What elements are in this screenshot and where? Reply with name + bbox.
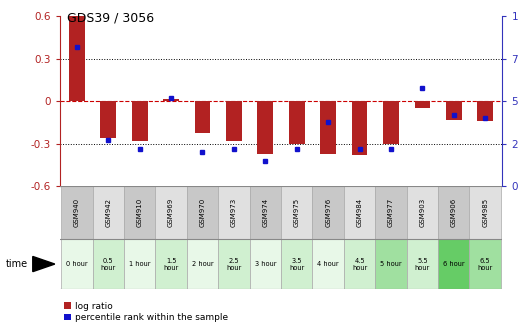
Text: 1.5
hour: 1.5 hour xyxy=(164,258,179,270)
Text: GSM984: GSM984 xyxy=(356,198,363,227)
Text: GSM942: GSM942 xyxy=(105,198,111,227)
Bar xyxy=(469,186,501,239)
Text: 5 hour: 5 hour xyxy=(380,261,402,267)
Text: 6 hour: 6 hour xyxy=(443,261,465,267)
Bar xyxy=(352,101,367,155)
Bar xyxy=(375,186,407,239)
Bar xyxy=(155,239,187,289)
Text: 0.5
hour: 0.5 hour xyxy=(100,258,116,270)
Text: GSM975: GSM975 xyxy=(294,198,300,227)
Bar xyxy=(446,101,462,120)
Bar xyxy=(61,186,93,239)
Text: GSM974: GSM974 xyxy=(262,198,268,227)
Text: 1 hour: 1 hour xyxy=(129,261,150,267)
Bar xyxy=(320,101,336,154)
Bar xyxy=(218,239,250,289)
Legend: log ratio, percentile rank within the sample: log ratio, percentile rank within the sa… xyxy=(64,302,228,322)
Bar xyxy=(312,186,344,239)
Text: GSM906: GSM906 xyxy=(451,198,457,227)
Bar xyxy=(281,186,312,239)
Bar xyxy=(257,101,273,154)
Bar xyxy=(124,239,155,289)
Bar xyxy=(344,239,375,289)
Bar xyxy=(289,101,305,144)
Text: GSM970: GSM970 xyxy=(199,198,206,227)
Text: time: time xyxy=(6,259,28,269)
Bar xyxy=(414,101,430,109)
Bar xyxy=(93,186,124,239)
Bar xyxy=(93,239,124,289)
Bar xyxy=(438,186,469,239)
Text: 3.5
hour: 3.5 hour xyxy=(289,258,305,270)
Bar xyxy=(281,239,312,289)
Bar xyxy=(100,101,116,138)
Bar xyxy=(195,101,210,132)
Bar xyxy=(344,186,375,239)
Text: GSM977: GSM977 xyxy=(388,198,394,227)
Bar xyxy=(407,186,438,239)
Text: GSM940: GSM940 xyxy=(74,198,80,227)
Bar xyxy=(187,186,218,239)
Bar xyxy=(218,186,250,239)
Bar xyxy=(132,101,148,141)
Text: GSM985: GSM985 xyxy=(482,198,488,227)
Polygon shape xyxy=(33,256,55,272)
Text: 2 hour: 2 hour xyxy=(192,261,213,267)
Text: 3 hour: 3 hour xyxy=(254,261,276,267)
Text: GSM903: GSM903 xyxy=(420,198,425,227)
Text: 4.5
hour: 4.5 hour xyxy=(352,258,367,270)
Bar xyxy=(312,239,344,289)
Bar xyxy=(250,186,281,239)
Text: 4 hour: 4 hour xyxy=(318,261,339,267)
Text: GSM969: GSM969 xyxy=(168,198,174,227)
Bar xyxy=(226,101,242,141)
Bar xyxy=(187,239,218,289)
Bar xyxy=(155,186,187,239)
Text: 0 hour: 0 hour xyxy=(66,261,88,267)
Bar xyxy=(250,239,281,289)
Bar xyxy=(69,16,85,101)
Text: 2.5
hour: 2.5 hour xyxy=(226,258,241,270)
Bar xyxy=(124,186,155,239)
Bar xyxy=(163,98,179,101)
Text: 6.5
hour: 6.5 hour xyxy=(478,258,493,270)
Bar xyxy=(61,239,93,289)
Text: GDS39 / 3056: GDS39 / 3056 xyxy=(67,11,154,25)
Bar xyxy=(407,239,438,289)
Bar xyxy=(383,101,399,144)
Bar xyxy=(375,239,407,289)
Text: 5.5
hour: 5.5 hour xyxy=(415,258,430,270)
Text: GSM973: GSM973 xyxy=(231,198,237,227)
Text: GSM910: GSM910 xyxy=(137,198,142,227)
Bar xyxy=(469,239,501,289)
Text: GSM976: GSM976 xyxy=(325,198,331,227)
Bar xyxy=(438,239,469,289)
Bar xyxy=(477,101,493,121)
